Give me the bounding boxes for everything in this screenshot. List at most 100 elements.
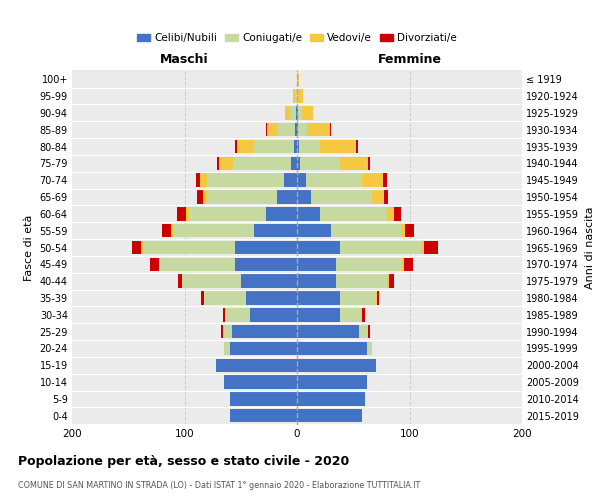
Bar <box>178 274 182 288</box>
Bar <box>284 174 297 187</box>
Bar <box>295 90 297 103</box>
Bar <box>311 190 373 204</box>
Bar <box>254 224 297 237</box>
Bar <box>202 291 203 304</box>
Bar <box>394 207 401 220</box>
Bar <box>404 258 413 271</box>
Bar <box>297 224 331 237</box>
Bar <box>131 241 140 254</box>
Bar <box>299 140 320 153</box>
Bar <box>223 325 232 338</box>
Bar <box>367 342 373 355</box>
Bar <box>197 190 203 204</box>
Bar <box>162 224 171 237</box>
Bar <box>297 308 340 322</box>
Y-axis label: Fasce di età: Fasce di età <box>24 214 34 280</box>
Bar <box>297 174 306 187</box>
Bar <box>225 308 250 322</box>
Bar <box>278 123 295 136</box>
Bar <box>247 291 297 304</box>
Bar <box>401 258 404 271</box>
Bar <box>297 291 340 304</box>
Bar <box>223 308 225 322</box>
Bar <box>401 224 405 237</box>
Bar <box>297 392 365 406</box>
Bar <box>217 156 220 170</box>
Bar <box>235 140 238 153</box>
Bar <box>185 207 189 220</box>
Text: Maschi: Maschi <box>160 53 209 66</box>
Bar <box>297 376 367 389</box>
Bar <box>306 174 362 187</box>
Bar <box>265 207 297 220</box>
Bar <box>297 190 311 204</box>
Bar <box>320 207 387 220</box>
Bar <box>405 224 414 237</box>
Bar <box>297 342 367 355</box>
Bar <box>297 325 359 338</box>
Bar <box>387 274 389 288</box>
Bar <box>377 291 379 304</box>
Bar <box>297 207 320 220</box>
Bar <box>340 241 421 254</box>
Text: COMUNE DI SAN MARTINO IN STRADA (LO) - Dati ISTAT 1° gennaio 2020 - Elaborazione: COMUNE DI SAN MARTINO IN STRADA (LO) - D… <box>18 481 420 490</box>
Bar <box>143 241 235 254</box>
Bar <box>329 123 331 136</box>
Bar <box>298 106 302 120</box>
Bar <box>238 140 254 153</box>
Bar <box>254 140 293 153</box>
Bar <box>216 358 297 372</box>
Bar <box>290 106 296 120</box>
Bar <box>340 308 362 322</box>
Bar <box>389 274 394 288</box>
Bar <box>297 106 298 120</box>
Bar <box>292 156 297 170</box>
Bar <box>297 358 376 372</box>
Bar <box>265 123 266 136</box>
Bar <box>229 392 297 406</box>
Bar <box>189 207 265 220</box>
Bar <box>171 224 173 237</box>
Bar <box>173 224 254 237</box>
Bar <box>362 174 383 187</box>
Bar <box>220 156 233 170</box>
Bar <box>307 123 329 136</box>
Bar <box>182 274 241 288</box>
Bar <box>207 190 277 204</box>
Bar <box>221 325 223 338</box>
Bar <box>200 174 207 187</box>
Bar <box>337 274 387 288</box>
Bar <box>235 241 297 254</box>
Bar <box>320 140 355 153</box>
Bar <box>302 106 313 120</box>
Bar <box>297 241 340 254</box>
Bar <box>368 156 370 170</box>
Bar <box>362 308 365 322</box>
Bar <box>373 190 383 204</box>
Bar <box>297 140 299 153</box>
Bar <box>203 291 247 304</box>
Bar <box>340 291 376 304</box>
Bar <box>337 258 401 271</box>
Bar <box>297 258 337 271</box>
Bar <box>376 291 377 304</box>
Bar <box>250 308 297 322</box>
Bar <box>224 376 297 389</box>
Bar <box>297 274 337 288</box>
Bar <box>176 207 185 220</box>
Bar <box>297 123 298 136</box>
Bar <box>297 156 301 170</box>
Bar <box>331 224 401 237</box>
Bar <box>229 409 297 422</box>
Bar <box>421 241 424 254</box>
Bar <box>235 258 297 271</box>
Bar <box>387 207 394 220</box>
Bar <box>298 123 307 136</box>
Bar <box>297 409 362 422</box>
Bar <box>293 140 297 153</box>
Text: Femmine: Femmine <box>377 53 442 66</box>
Text: Popolazione per età, sesso e stato civile - 2020: Popolazione per età, sesso e stato civil… <box>18 455 349 468</box>
Bar <box>298 90 302 103</box>
Bar <box>229 342 297 355</box>
Bar <box>296 106 297 120</box>
